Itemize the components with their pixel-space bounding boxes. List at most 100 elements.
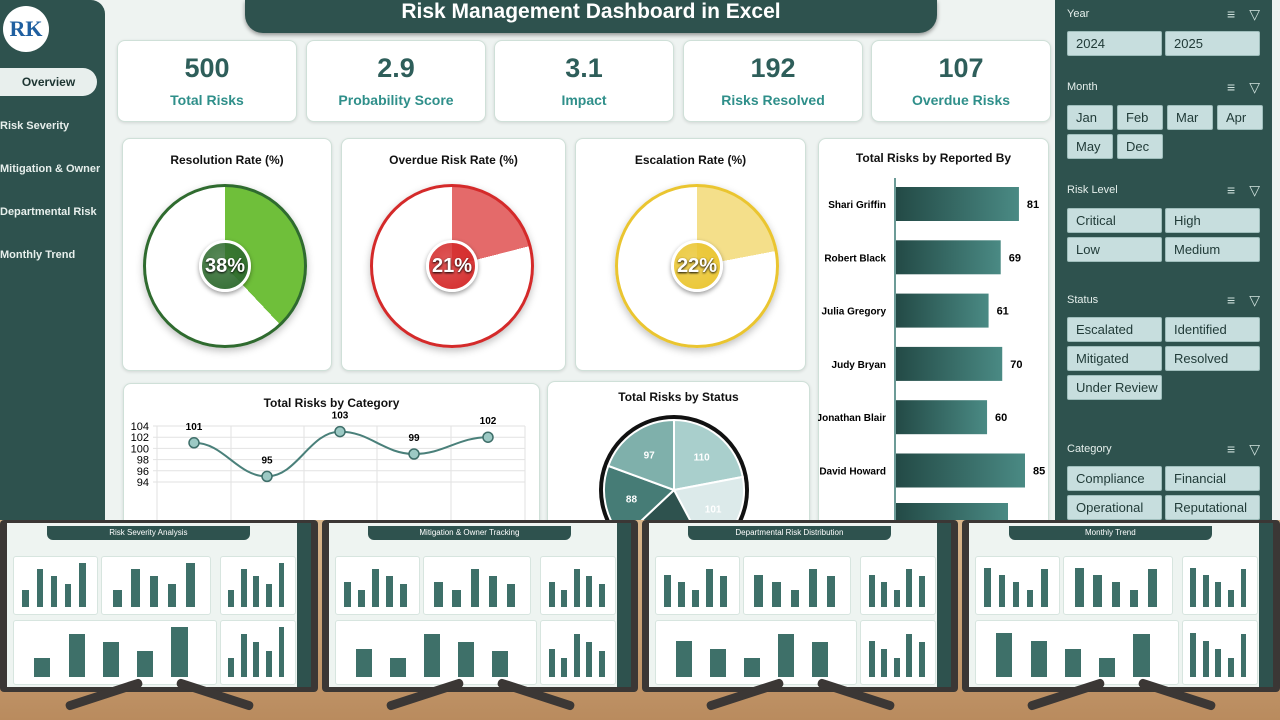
pie-slice <box>672 475 745 520</box>
series-line <box>193 430 489 478</box>
preview-chart <box>1063 555 1173 615</box>
data-label: 101 <box>186 422 203 433</box>
filter-option-low[interactable]: Low <box>1067 237 1162 262</box>
filter-option-identified[interactable]: Identified <box>1165 317 1260 342</box>
kpi-label: Total Risks <box>170 92 244 108</box>
page-title: Risk Management Dashboard in Excel <box>245 0 937 33</box>
pie-label: 88 <box>626 495 638 506</box>
preview-chart <box>540 619 616 686</box>
kpi-value: 2.9 <box>377 53 415 83</box>
filter-option-apr[interactable]: Apr <box>1217 105 1263 130</box>
data-point <box>188 437 200 449</box>
y-tick-label: 104 <box>131 421 149 433</box>
y-tick-label: 96 <box>137 466 149 478</box>
preview-chart <box>1181 619 1258 686</box>
filter-option-escalated[interactable]: Escalated <box>1067 317 1162 342</box>
filter-option-critical[interactable]: Critical <box>1067 208 1162 233</box>
preview-chart <box>860 555 936 615</box>
filter-option-mitigated[interactable]: Mitigated <box>1067 346 1162 371</box>
bar <box>896 240 1001 275</box>
preview-title: Departmental Risk Distribution <box>688 526 891 540</box>
preview-chart <box>13 619 217 686</box>
bar <box>896 187 1019 221</box>
sidebar-item-label: Departmental Risk <box>0 206 97 218</box>
filter-option-2025[interactable]: 2025 <box>1165 31 1260 56</box>
filter-title: Risk Level <box>1067 184 1118 196</box>
clear-filter-icon[interactable]: ▽ <box>1249 441 1260 457</box>
y-tick-label: 100 <box>131 443 149 455</box>
logo: RK <box>3 6 49 52</box>
kpi-card: 2.9 Probability Score <box>306 40 486 122</box>
filter-option-feb[interactable]: Feb <box>1117 105 1163 130</box>
kpi-card: 3.1 Impact <box>494 40 674 122</box>
clear-filter-icon[interactable]: ▽ <box>1249 292 1260 308</box>
y-tick-label: 102 <box>131 432 149 444</box>
filter-option-jan[interactable]: Jan <box>1067 105 1113 130</box>
gauge-value: 38% <box>199 240 251 292</box>
bar-category-label: David Howard <box>819 467 886 478</box>
sidebar-item-risk-severity[interactable]: Risk Severity <box>0 112 100 140</box>
filter-option-reputational[interactable]: Reputational <box>1165 495 1260 520</box>
multi-select-icon[interactable]: ≡ <box>1227 6 1236 22</box>
category-chart-card: Total Risks by Category <box>123 383 540 543</box>
data-label: 95 <box>261 455 273 466</box>
filter-option-may[interactable]: May <box>1067 134 1113 159</box>
filter-option-2024[interactable]: 2024 <box>1067 31 1162 56</box>
gauge-title: Escalation Rate (%) <box>634 153 747 167</box>
kpi-value: 3.1 <box>565 53 603 83</box>
bar-category-label: Julia Gregory <box>822 307 887 318</box>
bar-category-label: Jonathan Blair <box>818 413 886 424</box>
preview-chart <box>975 555 1061 615</box>
filter-option-dec[interactable]: Dec <box>1117 134 1163 159</box>
sidebar-item-label: Overview <box>21 75 76 89</box>
filter-option-mar[interactable]: Mar <box>1167 105 1213 130</box>
filter-option-under-review[interactable]: Under Review <box>1067 375 1162 400</box>
bar-partial <box>896 503 1008 520</box>
dashboard-preview-3[interactable]: Departmental Risk Distribution <box>642 520 958 692</box>
chart-title: Total Risks by Status <box>618 390 739 404</box>
gauge-title: Overdue Risk Rate (%) <box>389 153 518 167</box>
preview-chart <box>422 555 532 615</box>
preview-slicer-panel <box>1259 523 1273 687</box>
multi-select-icon[interactable]: ≡ <box>1227 79 1236 95</box>
dashboard-preview-2[interactable]: Mitigation & Owner Tracking <box>322 520 638 692</box>
filter-option-resolved[interactable]: Resolved <box>1165 346 1260 371</box>
chart-title: Total Risks by Reported By <box>855 151 1012 165</box>
preview-chart <box>335 619 538 686</box>
multi-select-icon[interactable]: ≡ <box>1227 292 1236 308</box>
data-label: 102 <box>480 416 497 427</box>
kpi-value: 192 <box>750 53 796 83</box>
dashboard-preview-4[interactable]: Monthly Trend <box>962 520 1280 692</box>
preview-chart <box>655 619 858 686</box>
bar <box>896 453 1025 488</box>
clear-filter-icon[interactable]: ▽ <box>1249 6 1260 22</box>
filter-option-compliance[interactable]: Compliance <box>1067 466 1162 491</box>
gauge-title: Resolution Rate (%) <box>170 153 284 167</box>
bar-category-label: Judy Bryan <box>832 360 886 371</box>
clear-filter-icon[interactable]: ▽ <box>1249 182 1260 198</box>
gauge-pie <box>143 184 307 348</box>
preview-title: Risk Severity Analysis <box>46 526 251 540</box>
preview-chart <box>219 619 296 686</box>
clear-filter-icon[interactable]: ▽ <box>1249 79 1260 95</box>
filter-option-medium[interactable]: Medium <box>1165 237 1260 262</box>
sidebar-item-mitigation-owner[interactable]: Mitigation & Owner <box>0 155 100 183</box>
multi-select-icon[interactable]: ≡ <box>1227 182 1236 198</box>
kpi-label: Overdue Risks <box>911 92 1011 108</box>
preview-chart <box>335 555 420 615</box>
sidebar-item-monthly-trend[interactable]: Monthly Trend <box>0 241 100 269</box>
data-label: 103 <box>332 411 349 422</box>
sidebar-item-overview[interactable]: Overview <box>0 68 97 96</box>
kpi-value: 500 <box>184 53 230 83</box>
dashboard-preview-1[interactable]: Risk Severity Analysis <box>0 520 318 692</box>
preview-chart <box>655 555 740 615</box>
preview-chart <box>101 555 211 615</box>
filter-title: Category <box>1067 443 1112 455</box>
filter-option-operational[interactable]: Operational <box>1067 495 1162 520</box>
filter-option-high[interactable]: High <box>1165 208 1260 233</box>
multi-select-icon[interactable]: ≡ <box>1227 441 1236 457</box>
filter-option-financial[interactable]: Financial <box>1165 466 1260 491</box>
kpi-value: 107 <box>938 53 984 83</box>
sidebar-item-departmental-risk[interactable]: Departmental Risk <box>0 198 100 226</box>
preview-title: Monthly Trend <box>1008 526 1213 540</box>
